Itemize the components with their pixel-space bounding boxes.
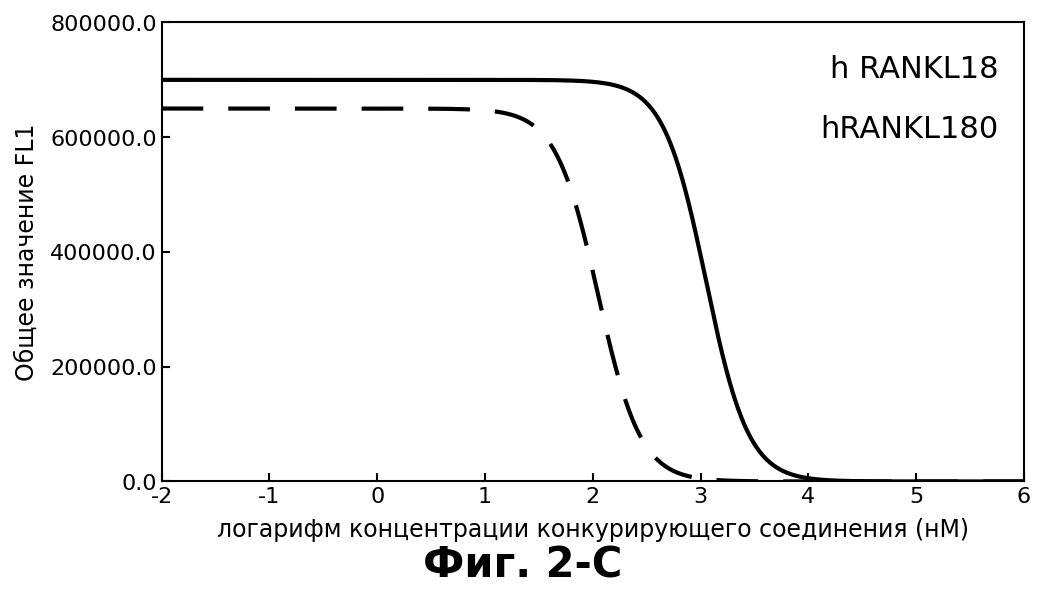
X-axis label: логарифм концентрации конкурирующего соединения (нМ): логарифм концентрации конкурирующего сое… xyxy=(217,517,969,542)
Text: h RANKL18: h RANKL18 xyxy=(829,55,998,84)
Y-axis label: Общее значение FL1: Общее значение FL1 xyxy=(15,124,39,381)
Text: hRANKL180: hRANKL180 xyxy=(820,115,998,144)
Text: Фиг. 2-С: Фиг. 2-С xyxy=(424,544,622,586)
